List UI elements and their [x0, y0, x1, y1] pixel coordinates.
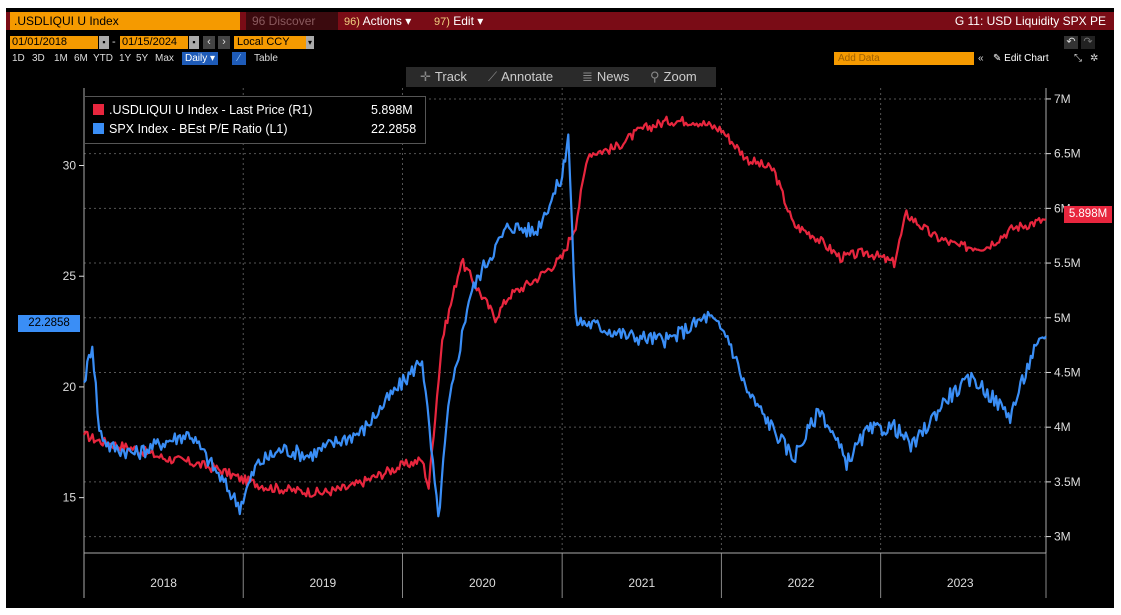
- currency-select[interactable]: Local CCY: [234, 36, 306, 49]
- start-date-input[interactable]: 01/01/2018: [10, 36, 98, 49]
- add-data-input[interactable]: Add Data: [834, 52, 974, 65]
- x-tick-label: 2022: [788, 576, 815, 590]
- annotate-icon: ⟋: [488, 69, 498, 84]
- period-button[interactable]: Max: [155, 53, 174, 64]
- chart-toolbar: ✛ Track ⟋ Annotate ≣ News ⚲ Zoom: [406, 67, 716, 87]
- series-lines: [83, 115, 1047, 518]
- right-axis-last-value: 5.898M: [1064, 206, 1112, 223]
- y-tick-label-right: 3.5M: [1054, 475, 1081, 489]
- annotate-label: Annotate: [501, 69, 554, 84]
- y-tick-label-right: 4M: [1054, 420, 1071, 434]
- gear-icon[interactable]: ✲: [1090, 53, 1099, 64]
- period-button[interactable]: YTD: [93, 53, 113, 64]
- track-label: Track: [434, 69, 467, 84]
- y-tick-label-left: 15: [63, 491, 77, 505]
- expand-icon[interactable]: ⤡: [1074, 53, 1082, 64]
- x-tick-label: 2023: [947, 576, 974, 590]
- calendar-icon[interactable]: ▪: [189, 36, 199, 49]
- y-tick-label-left: 25: [63, 269, 77, 283]
- news-tool[interactable]: ≣ News: [582, 67, 629, 87]
- y-tick-label-left: 30: [63, 159, 77, 173]
- discover-button[interactable]: 96 Discover: [246, 12, 338, 30]
- axes: [83, 88, 1047, 598]
- actions-key: 96): [344, 16, 360, 28]
- ticker-field[interactable]: .USDLIQUI U Index: [10, 12, 240, 30]
- table-button[interactable]: Table: [254, 53, 278, 64]
- end-date-input[interactable]: 01/15/2024: [120, 36, 188, 49]
- period-button[interactable]: 1D: [12, 53, 25, 64]
- legend-label: SPX Index - BEst P/E Ratio (L1): [109, 122, 288, 136]
- y-tick-label-right: 4.5M: [1054, 365, 1081, 379]
- chevron-down-icon: ▾: [477, 14, 484, 28]
- collapse-icon[interactable]: «: [978, 53, 984, 64]
- date-separator: -: [112, 36, 116, 48]
- left-axis-last-value: 22.2858: [18, 315, 80, 332]
- period-button[interactable]: 1Y: [119, 53, 132, 64]
- axis-ticks: 2018 2019 2020 2021 2022 2023 15 20 25 30 3M 3.5M 4M…: [63, 92, 1081, 590]
- magnifier-icon: ⚲: [650, 69, 660, 84]
- legend-item[interactable]: SPX Index - BEst P/E Ratio (L1) 22.2858: [93, 120, 416, 138]
- chart-title: G 11: USD Liquidity SPX PE: [954, 14, 1106, 28]
- period-button[interactable]: 3D: [32, 53, 45, 64]
- edit-chart-label: Edit Chart: [1004, 53, 1049, 64]
- period-button[interactable]: 6M: [74, 53, 88, 64]
- crosshair-icon: ✛: [420, 69, 431, 84]
- y-tick-label-right: 6.5M: [1054, 147, 1081, 161]
- news-label: News: [596, 69, 630, 84]
- series-line-spx-pe[interactable]: [83, 133, 1047, 518]
- calendar-icon[interactable]: ▪: [99, 36, 109, 49]
- chevron-down-icon[interactable]: ▾: [306, 36, 314, 49]
- plot-area: [6, 88, 1114, 553]
- x-tick-label: 2019: [310, 576, 337, 590]
- zoom-label: Zoom: [663, 69, 697, 84]
- actions-menu[interactable]: 96) Actions ▾: [344, 12, 411, 30]
- chart-type-icon[interactable]: ⁄: [232, 52, 246, 65]
- legend-label: .USDLIQUI U Index - Last Price (R1): [109, 103, 313, 117]
- chevron-down-icon: ▾: [405, 14, 412, 28]
- y-tick-label-right: 3M: [1054, 530, 1071, 544]
- legend-swatch: [93, 104, 104, 115]
- pencil-icon: ✎: [993, 53, 1002, 64]
- y-tick-label-right: 7M: [1054, 92, 1071, 106]
- line-chart[interactable]: 2018 2019 2020 2021 2022 2023 15 20 25 30 3M 3.5M 4M…: [6, 8, 1114, 608]
- edit-label: Edit: [453, 14, 474, 28]
- actions-label: Actions: [362, 14, 402, 28]
- chart-window: 2018 2019 2020 2021 2022 2023 15 20 25 30 3M 3.5M 4M…: [6, 8, 1114, 608]
- news-icon: ≣: [582, 69, 593, 84]
- x-tick-label: 2021: [628, 576, 655, 590]
- x-tick-label: 2018: [150, 576, 177, 590]
- zoom-tool[interactable]: ⚲ Zoom: [650, 67, 697, 87]
- edit-chart-button[interactable]: ✎ Edit Chart: [993, 52, 1049, 65]
- legend-value: 22.2858: [371, 122, 417, 136]
- track-tool[interactable]: ✛ Track: [420, 67, 467, 87]
- edit-key: 97): [434, 16, 450, 28]
- edit-menu[interactable]: 97) Edit ▾: [434, 12, 483, 30]
- period-button[interactable]: 1M: [54, 53, 68, 64]
- undo-icon[interactable]: ↶: [1064, 36, 1078, 49]
- chevron-right-icon[interactable]: ›: [218, 36, 230, 49]
- series-line-usd-liquidity[interactable]: [83, 115, 1047, 498]
- x-tick-label: 2020: [469, 576, 496, 590]
- legend-swatch: [93, 123, 104, 134]
- redo-icon[interactable]: ↷: [1081, 36, 1095, 49]
- y-tick-label-right: 5M: [1054, 311, 1071, 325]
- top-bar: .USDLIQUI U Index 96 Discover 96) Action…: [6, 12, 1114, 30]
- chart-legend[interactable]: .USDLIQUI U Index - Last Price (R1) 5.898…: [84, 96, 426, 144]
- y-tick-label-right: 5.5M: [1054, 256, 1081, 270]
- annotate-tool[interactable]: ⟋ Annotate: [488, 67, 553, 87]
- frequency-select[interactable]: Daily ▾: [182, 52, 219, 65]
- legend-value: 5.898M: [371, 103, 413, 117]
- legend-item[interactable]: .USDLIQUI U Index - Last Price (R1) 5.898…: [93, 101, 413, 119]
- chevron-left-icon[interactable]: ‹: [203, 36, 215, 49]
- period-button[interactable]: 5Y: [136, 53, 149, 64]
- y-tick-label-left: 20: [63, 380, 77, 394]
